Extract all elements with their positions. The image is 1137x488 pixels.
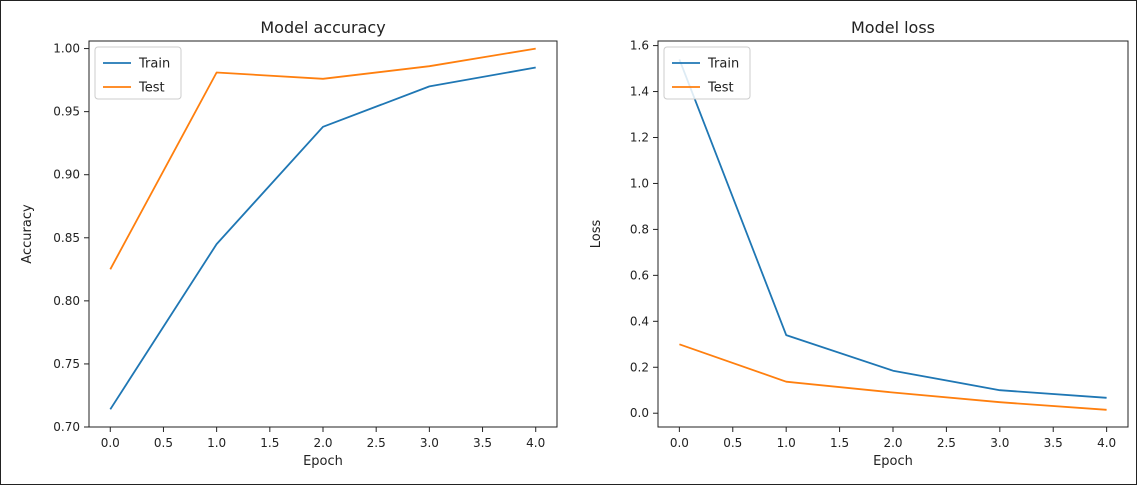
- y-tick-label: 0.6: [630, 268, 649, 282]
- legend: Train Test: [94, 46, 182, 100]
- legend-box: [663, 46, 751, 100]
- legend-label: Test: [707, 81, 734, 96]
- x-tick-label: 1.0: [207, 436, 226, 450]
- x-tick-label: 2.5: [367, 436, 386, 450]
- legend-label: Train: [138, 57, 170, 72]
- y-tick-label: 0.70: [53, 420, 80, 434]
- x-tick-label: 2.0: [883, 436, 902, 450]
- y-tick-label: 1.0: [630, 176, 649, 190]
- y-tick-label: 1.2: [630, 131, 649, 145]
- x-tick-label: 0.0: [101, 436, 120, 450]
- series-line-test: [109, 47, 536, 270]
- series-line-train: [678, 59, 1107, 399]
- x-tick-label: 1.5: [260, 436, 279, 450]
- y-axis-label: Loss: [589, 220, 604, 249]
- y-tick-label: 1.6: [630, 39, 649, 53]
- y-tick-label: 0.4: [630, 314, 649, 328]
- x-tick-label: 2.0: [313, 436, 332, 450]
- x-tick-label: 3.5: [473, 436, 492, 450]
- legend-label: Train: [707, 57, 739, 72]
- y-tick-label: 0.8: [630, 222, 649, 236]
- x-tick-label: 3.0: [420, 436, 439, 450]
- x-tick-label: 2.5: [937, 436, 956, 450]
- chart-title: Model loss: [851, 18, 935, 37]
- y-tick-label: 1.4: [630, 85, 649, 99]
- y-tick-label: 0.80: [53, 294, 80, 308]
- x-tick-label: 0.5: [723, 436, 742, 450]
- series-line-test: [679, 343, 1107, 411]
- x-axis-label: Epoch: [303, 454, 343, 469]
- y-axis-label: Accuracy: [20, 204, 35, 264]
- chart-panel-2: Model loss 0.0 0.5 1.0 1.5 2.0 2.5 3.0 3.5 4.0 0.0…: [589, 18, 1129, 469]
- x-tick-label: 4.0: [526, 436, 545, 450]
- y-tick-label: 0.0: [630, 406, 649, 420]
- x-tick-label: 1.0: [777, 436, 796, 450]
- x-tick-label: 0.0: [670, 436, 689, 450]
- x-tick-label: 3.0: [990, 436, 1009, 450]
- x-tick-label: 4.0: [1097, 436, 1116, 450]
- series-line-train: [109, 66, 536, 410]
- y-tick-label: 0.90: [53, 168, 80, 182]
- legend-label: Test: [138, 81, 165, 96]
- legend: Train Test: [663, 46, 751, 100]
- legend-box: [94, 46, 182, 100]
- y-tick-label: 1.00: [53, 42, 80, 56]
- x-tick-label: 0.5: [154, 436, 173, 450]
- y-tick-label: 0.95: [53, 105, 80, 119]
- chart-panel-1: Model accuracy 0.0 0.5 1.0 1.5 2.0 2.5 3.0 3.5 4.…: [20, 18, 558, 469]
- x-tick-label: 1.5: [830, 436, 849, 450]
- x-axis-label: Epoch: [873, 454, 913, 469]
- chart-title: Model accuracy: [260, 18, 385, 37]
- y-tick-label: 0.85: [53, 231, 80, 245]
- x-tick-label: 3.5: [1044, 436, 1063, 450]
- y-tick-label: 0.2: [630, 360, 649, 374]
- y-tick-label: 0.75: [53, 357, 80, 371]
